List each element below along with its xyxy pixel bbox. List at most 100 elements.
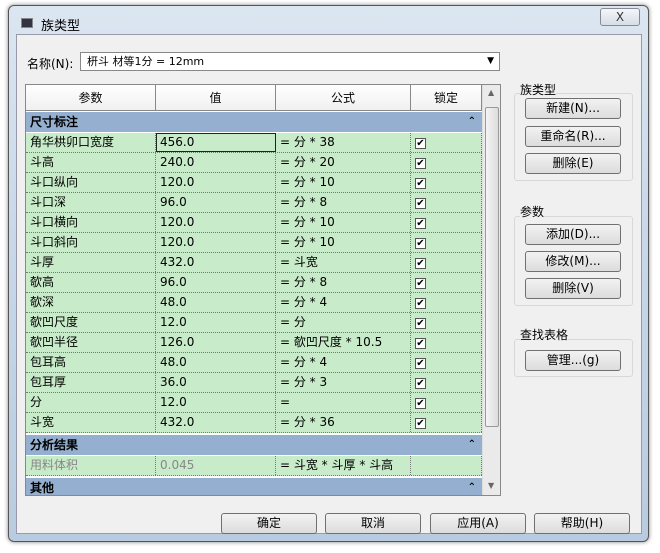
section-header[interactable]: 分析结果 ⌃ [26, 435, 482, 455]
lock-cell[interactable]: ✔ [411, 233, 482, 252]
lock-cell[interactable]: ✔ [411, 393, 482, 412]
lock-cell[interactable]: ✔ [411, 153, 482, 172]
close-button[interactable]: X [600, 8, 640, 26]
value-cell[interactable]: 96.0 [156, 273, 276, 292]
formula-cell[interactable]: = 分 [276, 313, 411, 332]
lock-cell[interactable]: ✔ [411, 173, 482, 192]
lock-checkbox[interactable]: ✔ [415, 378, 426, 389]
lock-checkbox[interactable]: ✔ [415, 258, 426, 269]
scrollbar-thumb[interactable] [485, 107, 499, 427]
table-row[interactable]: 斗厚 432.0 = 斗宽 ✔ [26, 253, 482, 273]
lock-checkbox[interactable]: ✔ [415, 178, 426, 189]
lock-cell[interactable]: ✔ [411, 133, 482, 152]
delete-parameter-button[interactable]: 删除(V) [525, 278, 621, 299]
delete-type-button[interactable]: 删除(E) [525, 153, 621, 174]
lock-checkbox[interactable]: ✔ [415, 138, 426, 149]
lock-cell[interactable] [411, 456, 482, 475]
column-header-formula[interactable]: 公式 [276, 85, 411, 110]
lock-cell[interactable]: ✔ [411, 413, 482, 432]
formula-cell[interactable]: = 分 * 4 [276, 293, 411, 312]
lock-checkbox[interactable]: ✔ [415, 218, 426, 229]
formula-cell[interactable]: = 斗宽 * 斗厚 * 斗高 [276, 456, 411, 475]
table-row[interactable]: 斗宽 432.0 = 分 * 36 ✔ [26, 413, 482, 433]
value-cell[interactable]: 48.0 [156, 353, 276, 372]
column-header-param[interactable]: 参数 [26, 85, 156, 110]
cancel-button[interactable]: 取消 [325, 513, 421, 534]
value-cell[interactable]: 120.0 [156, 213, 276, 232]
value-cell[interactable]: 12.0 [156, 393, 276, 412]
scroll-down-icon[interactable]: ▼ [488, 481, 495, 490]
collapse-icon[interactable]: ⌃ [467, 116, 476, 127]
formula-cell[interactable]: = 斗宽 [276, 253, 411, 272]
table-row[interactable]: 斗口横向 120.0 = 分 * 10 ✔ [26, 213, 482, 233]
value-cell[interactable]: 0.045 [156, 456, 276, 475]
lock-cell[interactable]: ✔ [411, 333, 482, 352]
manage-lookup-button[interactable]: 管理...(g) [525, 350, 621, 371]
formula-cell[interactable]: = 分 * 36 [276, 413, 411, 432]
table-row[interactable]: 欹高 96.0 = 分 * 8 ✔ [26, 273, 482, 293]
lock-cell[interactable]: ✔ [411, 353, 482, 372]
table-row[interactable]: 用料体积 0.045 = 斗宽 * 斗厚 * 斗高 [26, 456, 482, 476]
value-cell[interactable]: 432.0 [156, 413, 276, 432]
table-row[interactable]: 欹凹尺度 12.0 = 分 ✔ [26, 313, 482, 333]
formula-cell[interactable]: = 分 * 38 [276, 133, 411, 152]
value-cell[interactable]: 240.0 [156, 153, 276, 172]
table-row[interactable]: 斗口斜向 120.0 = 分 * 10 ✔ [26, 233, 482, 253]
table-row[interactable]: 欹深 48.0 = 分 * 4 ✔ [26, 293, 482, 313]
table-row[interactable]: 包耳厚 36.0 = 分 * 3 ✔ [26, 373, 482, 393]
section-header[interactable]: 其他 ⌃ [26, 478, 482, 495]
table-row[interactable]: 斗高 240.0 = 分 * 20 ✔ [26, 153, 482, 173]
value-cell[interactable]: 120.0 [156, 233, 276, 252]
collapse-icon[interactable]: ⌃ [467, 482, 476, 493]
table-scrollbar[interactable]: ▲ ▼ [482, 85, 500, 495]
lock-cell[interactable]: ✔ [411, 253, 482, 272]
lock-checkbox[interactable]: ✔ [415, 298, 426, 309]
formula-cell[interactable]: = 分 * 3 [276, 373, 411, 392]
formula-cell[interactable]: = 分 * 20 [276, 153, 411, 172]
modify-parameter-button[interactable]: 修改(M)... [525, 251, 621, 272]
scroll-up-icon[interactable]: ▲ [488, 88, 495, 97]
lock-checkbox[interactable]: ✔ [415, 358, 426, 369]
lock-checkbox[interactable]: ✔ [415, 318, 426, 329]
table-row[interactable]: 角华栱卯口宽度 456.0 = 分 * 38 ✔ [26, 133, 482, 153]
add-parameter-button[interactable]: 添加(D)... [525, 224, 621, 245]
lock-cell[interactable]: ✔ [411, 293, 482, 312]
value-cell[interactable]: 432.0 [156, 253, 276, 272]
value-cell[interactable]: 126.0 [156, 333, 276, 352]
table-row[interactable]: 分 12.0 = ✔ [26, 393, 482, 413]
value-cell[interactable]: 12.0 [156, 313, 276, 332]
lock-cell[interactable]: ✔ [411, 193, 482, 212]
value-cell[interactable]: 48.0 [156, 293, 276, 312]
lock-cell[interactable]: ✔ [411, 313, 482, 332]
formula-cell[interactable]: = 分 * 8 [276, 193, 411, 212]
ok-button[interactable]: 确定 [221, 513, 317, 534]
apply-button[interactable]: 应用(A) [430, 513, 526, 534]
table-row[interactable]: 斗口深 96.0 = 分 * 8 ✔ [26, 193, 482, 213]
formula-cell[interactable]: = 分 * 10 [276, 173, 411, 192]
collapse-icon[interactable]: ⌃ [467, 439, 476, 450]
lock-checkbox[interactable]: ✔ [415, 418, 426, 429]
lock-checkbox[interactable]: ✔ [415, 278, 426, 289]
column-header-lock[interactable]: 锁定 [411, 85, 482, 110]
lock-checkbox[interactable]: ✔ [415, 398, 426, 409]
lock-checkbox[interactable]: ✔ [415, 338, 426, 349]
value-cell[interactable]: 96.0 [156, 193, 276, 212]
lock-cell[interactable]: ✔ [411, 273, 482, 292]
value-cell[interactable]: 36.0 [156, 373, 276, 392]
lock-checkbox[interactable]: ✔ [415, 198, 426, 209]
lock-cell[interactable]: ✔ [411, 213, 482, 232]
value-cell[interactable]: 456.0 [156, 133, 276, 152]
lock-checkbox[interactable]: ✔ [415, 238, 426, 249]
lock-checkbox[interactable]: ✔ [415, 158, 426, 169]
formula-cell[interactable]: = 分 * 10 [276, 233, 411, 252]
formula-cell[interactable]: = 分 * 4 [276, 353, 411, 372]
formula-cell[interactable]: = 分 * 8 [276, 273, 411, 292]
name-dropdown[interactable]: 枅斗 材等1分 = 12mm ▼ [80, 52, 500, 71]
column-header-value[interactable]: 值 [156, 85, 276, 110]
formula-cell[interactable]: = 欹凹尺度 * 10.5 [276, 333, 411, 352]
table-row[interactable]: 包耳高 48.0 = 分 * 4 ✔ [26, 353, 482, 373]
value-cell[interactable]: 120.0 [156, 173, 276, 192]
formula-cell[interactable]: = 分 * 10 [276, 213, 411, 232]
table-row[interactable]: 欹凹半径 126.0 = 欹凹尺度 * 10.5 ✔ [26, 333, 482, 353]
rename-type-button[interactable]: 重命名(R)... [525, 126, 621, 147]
